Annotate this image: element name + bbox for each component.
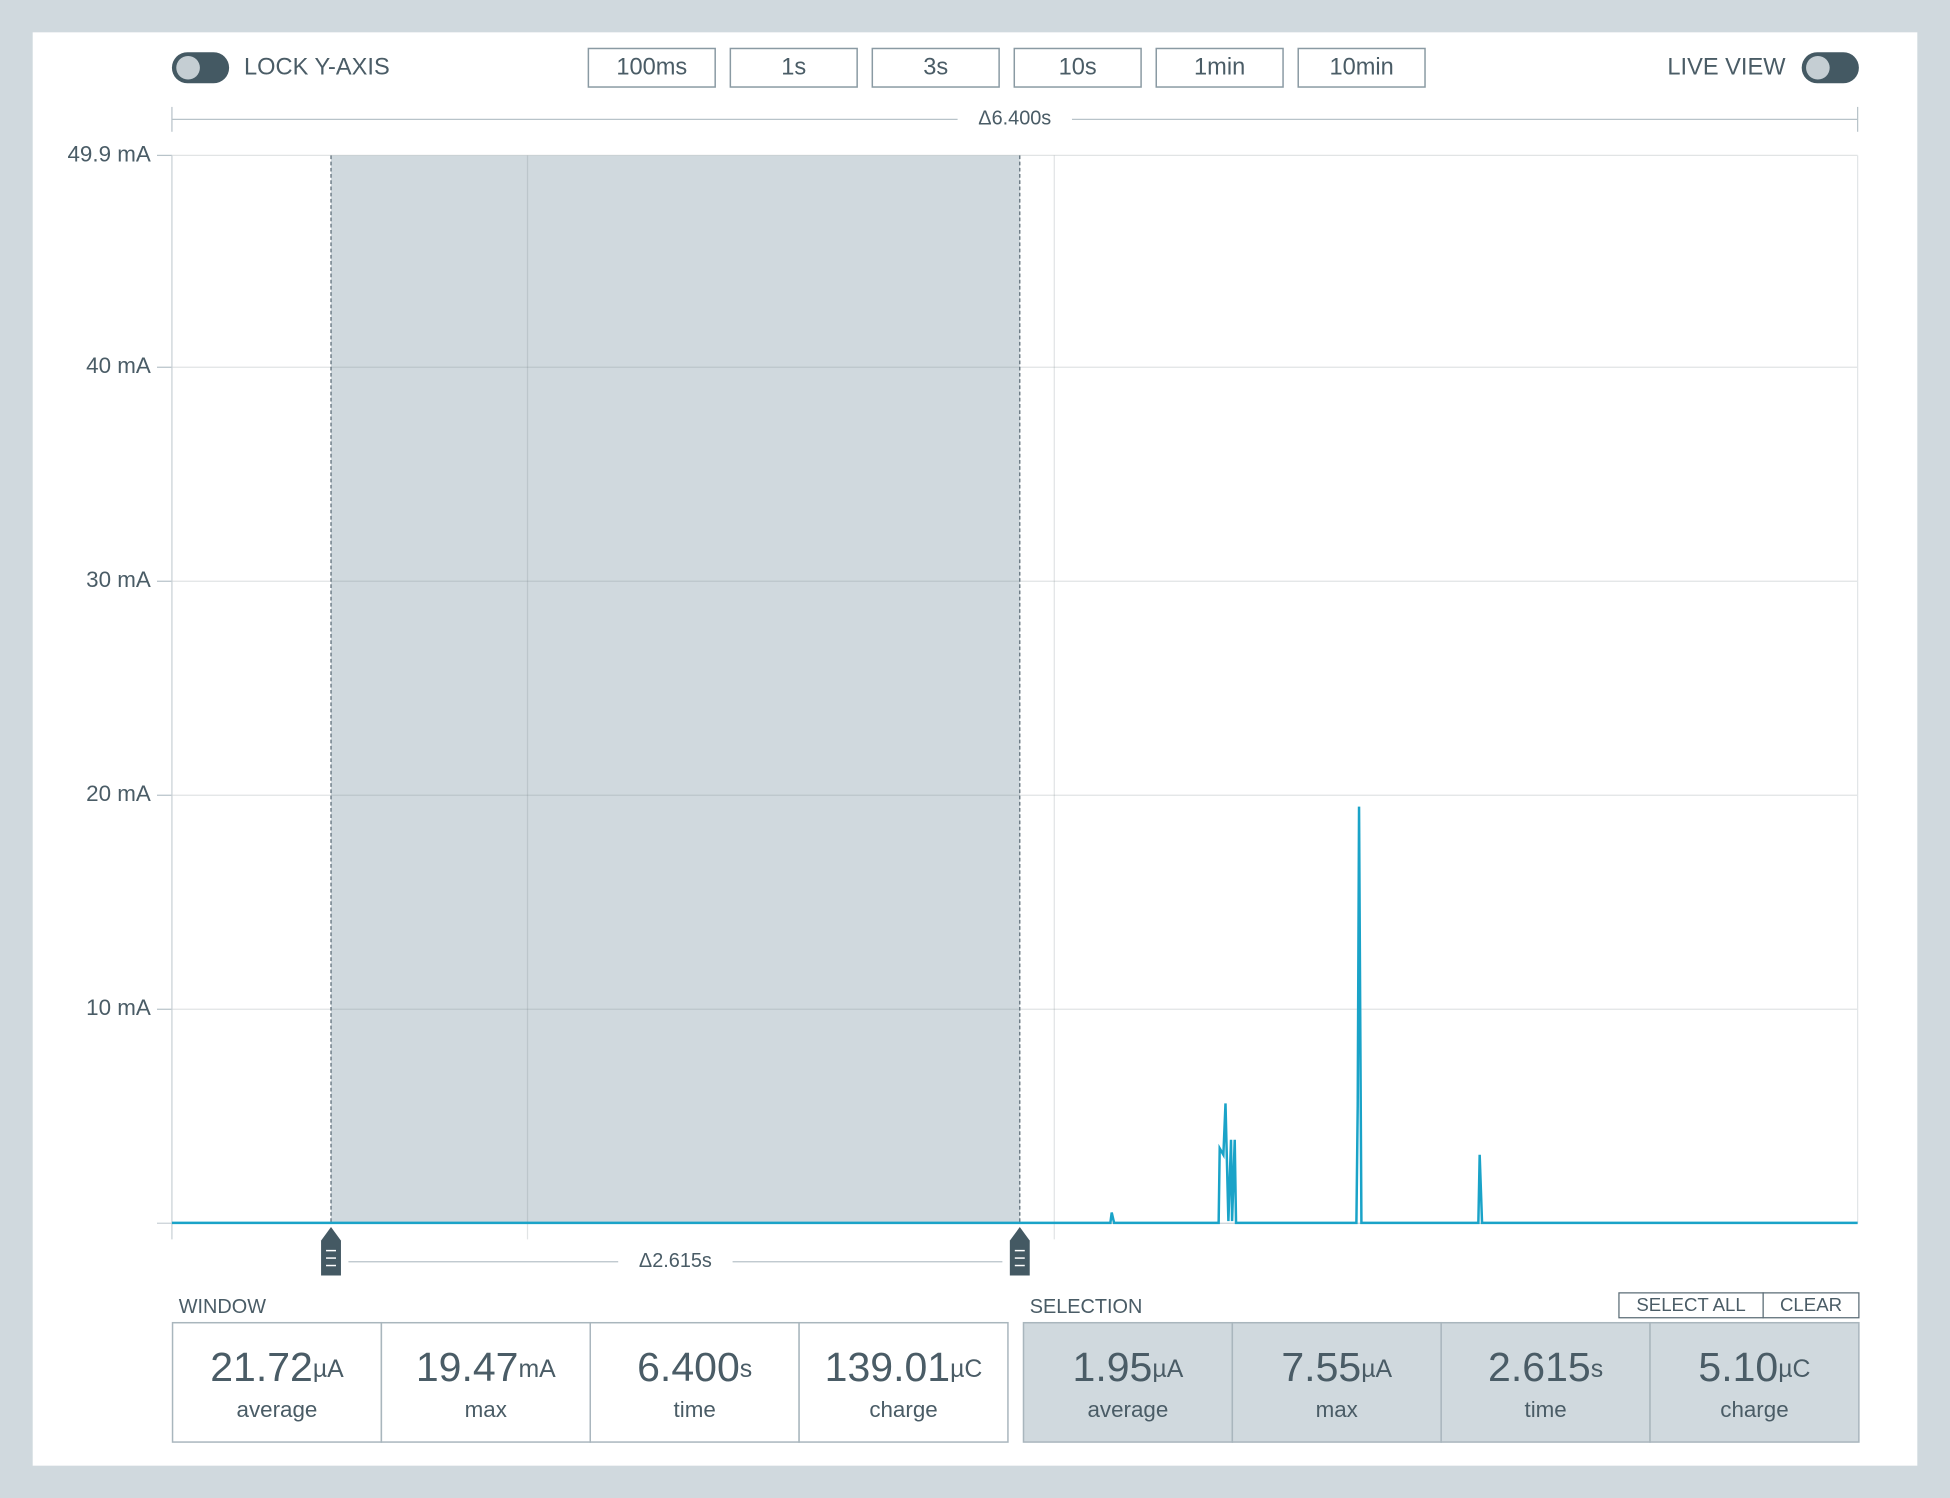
stat-unit: s	[740, 1355, 752, 1383]
stat-value: 1.95µA	[1073, 1344, 1184, 1390]
stat-label: time	[674, 1397, 716, 1422]
stat-number: 7.55	[1281, 1344, 1361, 1390]
time-button-label: 10min	[1329, 55, 1393, 81]
stat-unit: s	[1591, 1355, 1603, 1383]
stat-cell	[589, 1321, 800, 1443]
stat-cell	[1649, 1321, 1860, 1443]
time-button-label: 100ms	[616, 55, 687, 81]
stat-cell	[1231, 1321, 1442, 1443]
stat-value: 2.615s	[1488, 1344, 1603, 1390]
y-tick-label: 10 mA	[86, 995, 151, 1020]
time-button[interactable]	[729, 47, 858, 88]
chart: 49.9 mA 40 mA 30 mA 20 mA 10 mA Δ2.615s	[68, 141, 1859, 1276]
stat-label: max	[1316, 1397, 1358, 1422]
stat-cell	[1440, 1321, 1651, 1443]
stat-value: 6.400s	[637, 1344, 752, 1390]
selection-button-label: CLEAR	[1780, 1294, 1842, 1315]
stat-cell	[1022, 1321, 1234, 1443]
stat-value: 19.47mA	[416, 1344, 556, 1390]
stat-unit: µA	[1152, 1355, 1183, 1383]
selection-span: Δ2.615s	[639, 1250, 712, 1272]
stats: WINDOW21.72µAaverage19.47mAmax6.400stime…	[171, 1292, 1860, 1443]
stat-number: 5.10	[1698, 1344, 1778, 1390]
toggle-knob	[176, 55, 200, 80]
stat-unit: µA	[313, 1355, 344, 1383]
stat-number: 1.95	[1073, 1344, 1153, 1390]
stat-label: charge	[1720, 1397, 1788, 1422]
stat-number: 2.615	[1488, 1344, 1591, 1390]
time-button[interactable]	[871, 47, 1000, 88]
stat-number: 19.47	[416, 1344, 519, 1390]
time-button-label: 1min	[1194, 55, 1245, 81]
stat-unit: µC	[950, 1355, 982, 1383]
time-button[interactable]	[587, 47, 716, 88]
toggle-knob	[1806, 55, 1830, 80]
stat-value: 21.72µA	[210, 1344, 344, 1390]
live-label: LIVE VIEW	[1667, 55, 1786, 81]
y-tick-label: 30 mA	[86, 567, 151, 592]
stat-cell	[798, 1321, 1009, 1443]
window-span: Δ6.400s	[978, 108, 1051, 130]
y-tick-label: 20 mA	[86, 781, 151, 806]
stat-number: 6.400	[637, 1344, 740, 1390]
selection-button-label: SELECT ALL	[1636, 1294, 1745, 1315]
y-tick-label: 40 mA	[86, 353, 151, 378]
time-button-label: 10s	[1059, 55, 1097, 81]
stat-number: 139.01	[825, 1344, 950, 1390]
stat-label: max	[465, 1397, 507, 1422]
selection-button[interactable]	[1762, 1292, 1860, 1319]
span-label-bg	[957, 105, 1072, 134]
time-button[interactable]	[1013, 47, 1142, 88]
stat-value: 7.55µA	[1281, 1344, 1392, 1390]
time-button-label: 3s	[923, 55, 948, 81]
time-button-label: 1s	[781, 55, 806, 81]
selection-button[interactable]	[1618, 1292, 1764, 1319]
time-button[interactable]	[1155, 47, 1284, 88]
stat-value: 5.10µC	[1698, 1344, 1810, 1390]
trace	[171, 806, 1858, 1225]
stats-title: SELECTION	[1030, 1296, 1143, 1318]
stat-number: 21.72	[210, 1344, 313, 1390]
stat-label: time	[1524, 1397, 1566, 1422]
stat-label: average	[237, 1397, 318, 1422]
stat-label: charge	[869, 1397, 937, 1422]
selection-area	[331, 155, 1020, 1224]
time-button[interactable]	[1297, 47, 1426, 88]
stat-unit: mA	[518, 1355, 556, 1383]
stats-title: WINDOW	[179, 1296, 266, 1318]
lock-label: LOCK Y-AXIS	[244, 55, 390, 81]
stat-label: average	[1088, 1397, 1169, 1422]
stat-unit: µA	[1361, 1355, 1392, 1383]
span-label-bg	[618, 1248, 733, 1276]
y-tick-label: 49.9 mA	[68, 141, 151, 166]
stat-unit: µC	[1778, 1355, 1810, 1383]
stat-value: 139.01µC	[825, 1344, 983, 1390]
